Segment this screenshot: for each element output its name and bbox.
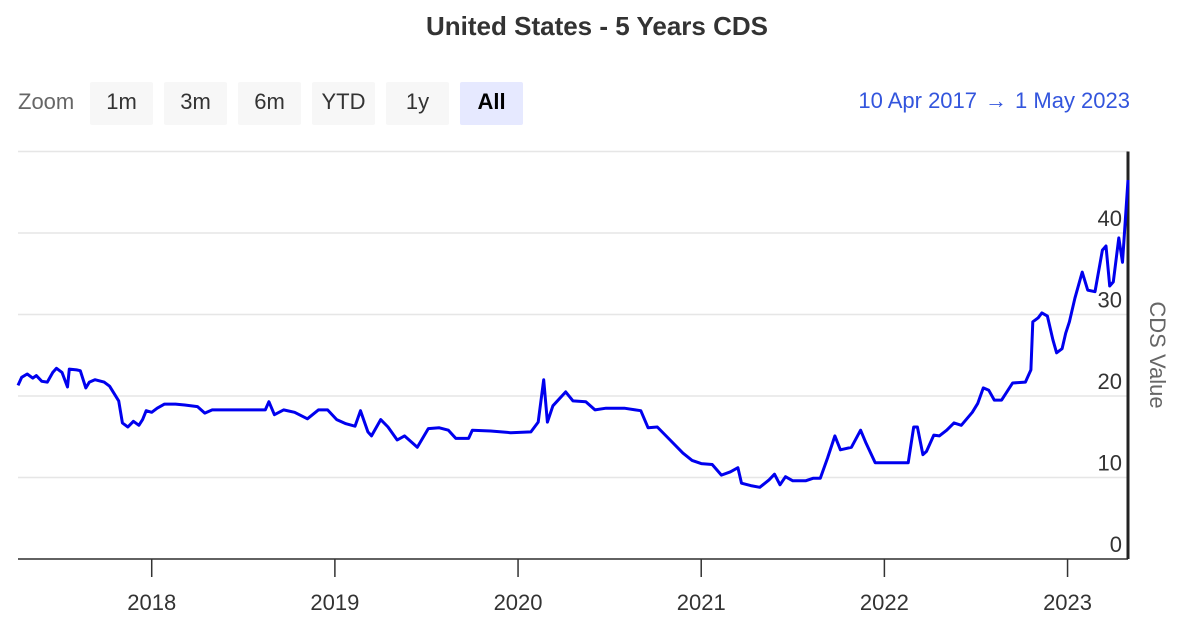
date-range: 10 Apr 2017 → 1 May 2023 — [858, 88, 1130, 113]
zoom-button-label[interactable]: 1m — [106, 89, 137, 114]
zoom-label: Zoom — [18, 89, 74, 114]
x-tick-label: 2019 — [310, 590, 359, 615]
chart-title: United States - 5 Years CDS — [426, 11, 768, 41]
zoom-button-label[interactable]: 1y — [406, 89, 429, 114]
zoom-button-label[interactable]: 6m — [254, 89, 285, 114]
zoom-button[interactable] — [238, 82, 301, 125]
x-tick-label: 2023 — [1043, 590, 1092, 615]
y-axis-label: CDS Value — [1145, 301, 1170, 408]
y-tick-label: 0 — [1110, 532, 1122, 557]
date-from: 10 Apr 2017 — [858, 88, 977, 113]
date-separator: → — [985, 88, 1007, 113]
x-tick-label: 2020 — [494, 590, 543, 615]
x-tick-label: 2022 — [860, 590, 909, 615]
y-tick-label: 20 — [1098, 369, 1122, 394]
zoom-button[interactable] — [90, 82, 153, 125]
y-tick-label: 40 — [1098, 206, 1122, 231]
zoom-button[interactable] — [164, 82, 227, 125]
x-tick-label: 2018 — [127, 590, 176, 615]
x-tick-label: 2021 — [677, 590, 726, 615]
zoom-button[interactable] — [312, 82, 375, 125]
zoom-button[interactable] — [386, 82, 449, 125]
cds-line — [16, 179, 1130, 489]
zoom-button-label[interactable]: YTD — [322, 89, 366, 114]
zoom-button-label[interactable]: 3m — [180, 89, 211, 114]
zoom-button-label[interactable]: All — [477, 89, 505, 114]
y-tick-label: 30 — [1098, 287, 1122, 312]
date-to: 1 May 2023 — [1015, 88, 1130, 113]
zoom-button[interactable] — [460, 82, 523, 125]
y-tick-label: 10 — [1098, 450, 1122, 475]
